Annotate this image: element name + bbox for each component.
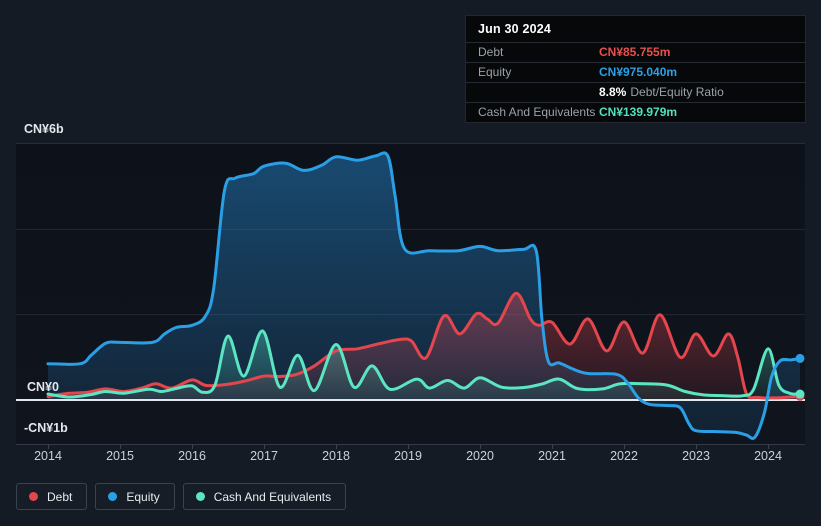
x-axis-tick — [768, 444, 769, 449]
x-axis-tick — [120, 444, 121, 449]
tooltip-row-equity: Equity CN¥975.040m — [466, 62, 805, 82]
tooltip-debt-label: Debt — [478, 45, 504, 59]
legend-debt-label: Debt — [47, 489, 73, 504]
x-axis-tick — [48, 444, 49, 449]
equity-series-dot-icon — [108, 492, 118, 501]
x-axis-tick — [336, 444, 337, 449]
chart-canvas — [16, 151, 805, 440]
x-axis-tick — [480, 444, 481, 449]
y-axis-label-6b: CN¥6b — [24, 122, 64, 136]
tooltip-date: Jun 30 2024 — [478, 22, 552, 36]
legend-cash-label: Cash And Equivalents — [213, 489, 332, 504]
x-axis-tick — [408, 444, 409, 449]
x-axis-year-label: 2015 — [106, 449, 134, 463]
x-axis-year-label: 2022 — [610, 449, 638, 463]
tooltip-equity-label: Equity — [478, 65, 512, 79]
tooltip-cash-value: CN¥139.979m — [599, 105, 678, 119]
x-axis-year-label: 2023 — [682, 449, 710, 463]
tooltip-ratio-percent: 8.8% — [599, 85, 627, 99]
x-axis-tick — [264, 444, 265, 449]
debt-equity-history-chart[interactable] — [16, 143, 805, 445]
tooltip-row-debt-equity-ratio: 8.8% Debt/Equity Ratio — [466, 82, 805, 102]
tooltip-cash-label: Cash And Equivalents — [478, 105, 596, 119]
tooltip-debt-value: CN¥85.755m — [599, 45, 671, 59]
x-axis-year-label: 2019 — [394, 449, 422, 463]
tooltip-ratio-text: Debt/Equity Ratio — [630, 85, 724, 99]
legend-item-cash[interactable]: Cash And Equivalents — [182, 483, 347, 510]
x-axis-tick — [192, 444, 193, 449]
y-axis-label-neg1b: -CN¥1b — [24, 421, 68, 435]
debt-series-dot-icon — [29, 492, 38, 501]
x-axis-year-label: 2021 — [538, 449, 566, 463]
x-axis-year-label: 2016 — [178, 449, 206, 463]
chart-tooltip: Jun 30 2024 Debt CN¥85.755m Equity CN¥97… — [465, 15, 806, 123]
chart-legend: Debt Equity Cash And Equivalents — [16, 483, 347, 510]
legend-equity-label: Equity — [126, 489, 160, 504]
tooltip-row-debt: Debt CN¥85.755m — [466, 42, 805, 62]
x-axis-tick — [624, 444, 625, 449]
x-axis-year-label: 2014 — [34, 449, 62, 463]
tooltip-equity-value: CN¥975.040m — [599, 65, 678, 79]
x-axis-year-label: 2024 — [754, 449, 782, 463]
cash-series-dot-icon — [195, 492, 205, 501]
legend-item-equity[interactable]: Equity — [95, 483, 175, 510]
x-axis-tick — [696, 444, 697, 449]
x-axis-year-label: 2018 — [322, 449, 350, 463]
legend-item-debt[interactable]: Debt — [16, 483, 88, 510]
x-axis-year-label: 2020 — [466, 449, 494, 463]
y-axis-label-0: CN¥0 — [27, 380, 59, 394]
tooltip-row-cash: Cash And Equivalents CN¥139.979m — [466, 102, 805, 122]
x-axis-year-label: 2017 — [250, 449, 278, 463]
x-axis-tick — [552, 444, 553, 449]
